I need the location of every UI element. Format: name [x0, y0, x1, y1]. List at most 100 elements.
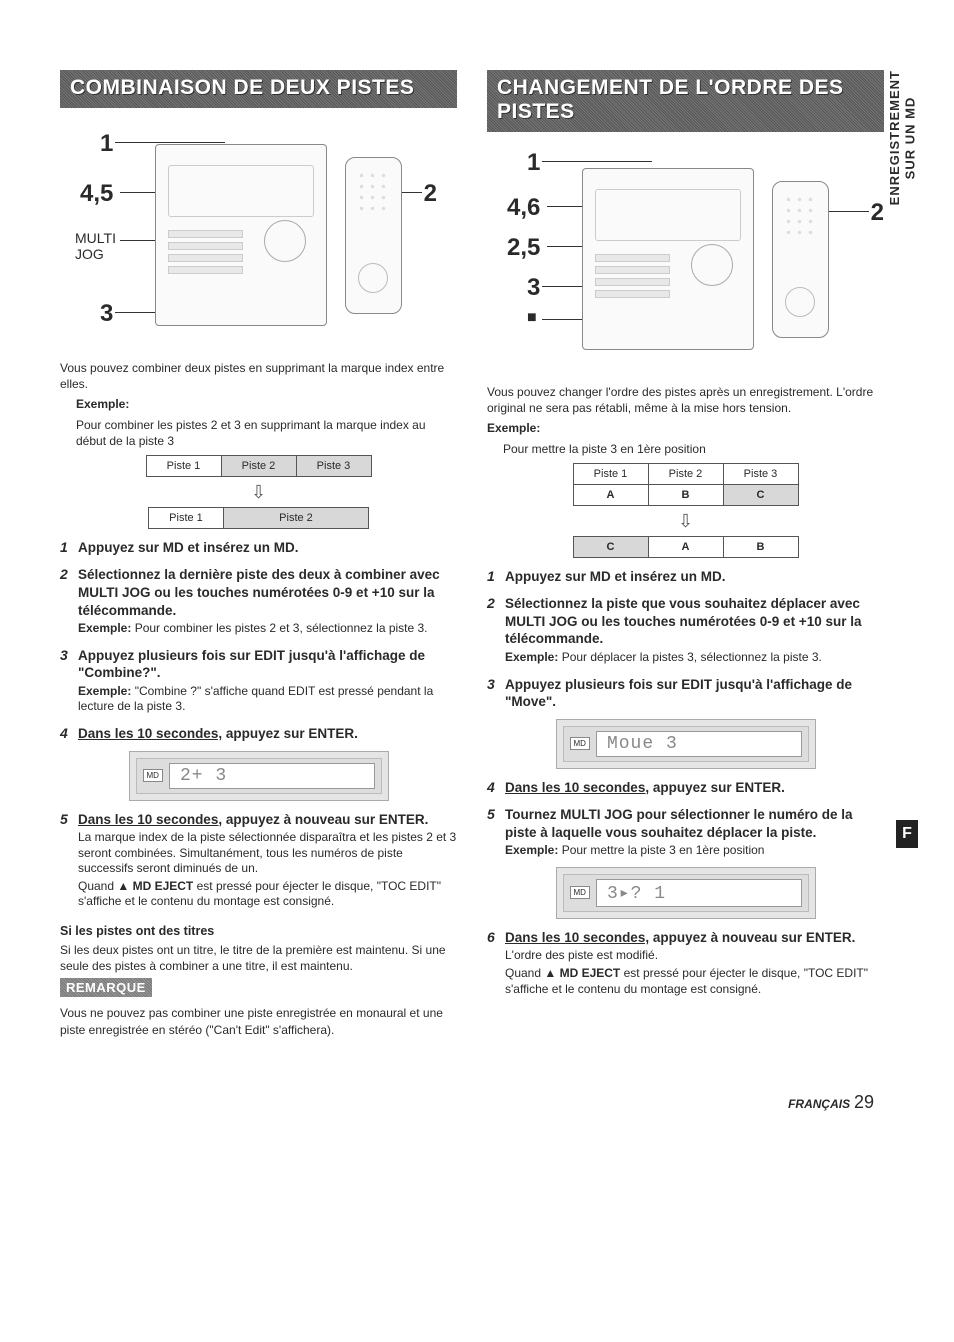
step-number: 1 — [487, 568, 499, 586]
callout-jog: JOG — [75, 246, 104, 262]
callout-2: 2 — [871, 199, 884, 227]
stereo-illustration — [582, 168, 754, 350]
table-cell: B — [648, 484, 723, 505]
step-title: Appuyez plusieurs fois sur EDIT jusqu'à … — [505, 676, 884, 711]
step-note: Quand ▲ MD EJECT est pressé pour éjecter… — [505, 966, 884, 997]
step-note: L'ordre des piste est modifié. — [505, 948, 884, 964]
step-title: Sélectionnez la piste que vous souhaitez… — [505, 595, 884, 648]
callout-multi: MULTI — [75, 230, 116, 246]
step-4: 4 Dans les 10 secondes, appuyez sur ENTE… — [487, 779, 884, 797]
lcd-text: 3▸? 1 — [596, 879, 802, 907]
callout-3: 3 — [527, 274, 540, 302]
footer-page: 29 — [854, 1092, 874, 1112]
right-intro: Vous pouvez changer l'ordre des pistes a… — [487, 384, 884, 416]
right-column: CHANGEMENT DE L'ORDRE DES PISTES 1 4,6 2… — [487, 70, 914, 1042]
step-title: Dans les 10 secondes, appuyez sur ENTER. — [505, 779, 884, 797]
callout-45: 4,5 — [80, 180, 113, 208]
step-number: 6 — [487, 929, 499, 997]
step-note: Exemple: Pour mettre la piste 3 en 1ère … — [505, 843, 884, 859]
step-title: Dans les 10 secondes, appuyez sur ENTER. — [78, 725, 457, 743]
right-banner: CHANGEMENT DE L'ORDRE DES PISTES — [487, 70, 884, 132]
step-number: 3 — [487, 676, 499, 711]
lcd-display-pos: MD 3▸? 1 — [556, 867, 816, 919]
table-cell: Piste 2 — [224, 507, 369, 528]
footer-lang: FRANÇAIS — [788, 1097, 850, 1111]
left-intro: Vous pouvez combiner deux pistes en supp… — [60, 360, 457, 392]
callout-3: 3 — [100, 300, 113, 328]
right-diagram: 1 4,6 2,5 3 ■ 2 — [487, 144, 884, 374]
step-number: 1 — [60, 539, 72, 557]
lcd-text: Moue 3 — [596, 731, 802, 757]
remarque-banner: REMARQUE — [60, 978, 152, 997]
table-cell: Piste 3 — [723, 463, 798, 484]
table-cell: Piste 2 — [648, 463, 723, 484]
table-cell: A — [648, 536, 723, 557]
left-diagram: 1 4,5 MULTI JOG 3 2 — [60, 120, 457, 350]
step-number: 2 — [487, 595, 499, 665]
titres-heading: Si les pistes ont des titres — [60, 924, 457, 938]
page: ENREGISTREMENT SUR UN MD F COMBINAISON D… — [0, 0, 954, 1153]
step-title: Dans les 10 secondes, appuyez à nouveau … — [78, 811, 457, 829]
step-title: Appuyez sur MD et insérez un MD. — [505, 568, 884, 586]
step-number: 5 — [60, 811, 72, 911]
step-note: Exemple: "Combine ?" s'affiche quand EDI… — [78, 684, 457, 715]
exemple-label: Exemple: — [487, 420, 884, 436]
table-cell: C — [573, 536, 648, 557]
step-2: 2 Sélectionnez la piste que vous souhait… — [487, 595, 884, 665]
step-5: 5 Tournez MULTI JOG pour sélectionner le… — [487, 806, 884, 859]
arrow-down-icon: ⇩ — [487, 512, 884, 530]
left-column: COMBINAISON DE DEUX PISTES 1 4,5 MULTI J… — [60, 70, 457, 1042]
footer: FRANÇAIS 29 — [60, 1092, 914, 1113]
table-cell: B — [723, 536, 798, 557]
step-number: 4 — [487, 779, 499, 797]
step-6: 6 Dans les 10 secondes, appuyez à nouvea… — [487, 929, 884, 997]
step-4: 4 Dans les 10 secondes, appuyez sur ENTE… — [60, 725, 457, 743]
table-cell: C — [723, 484, 798, 505]
step-title: Appuyez plusieurs fois sur EDIT jusqu'à … — [78, 647, 457, 682]
piste-table-after: Piste 1 Piste 2 — [148, 507, 369, 529]
section-tab: ENREGISTREMENT SUR UN MD — [887, 70, 918, 205]
step-title: Appuyez sur MD et insérez un MD. — [78, 539, 457, 557]
section-sub: SUR UN MD — [902, 96, 917, 179]
step-number: 4 — [60, 725, 72, 743]
callout-1: 1 — [100, 130, 113, 158]
section-label: ENREGISTREMENT — [887, 70, 902, 205]
step-note: La marque index de la piste sélectionnée… — [78, 830, 457, 877]
md-badge: MD — [570, 737, 590, 750]
step-note: Quand ▲ MD EJECT est pressé pour éjecter… — [78, 879, 457, 910]
arrow-down-icon: ⇩ — [60, 483, 457, 501]
callout-2: 2 — [424, 180, 437, 208]
exemple-text: Pour mettre la piste 3 en 1ère position — [487, 441, 884, 457]
left-banner: COMBINAISON DE DEUX PISTES — [60, 70, 457, 108]
table-cell: Piste 1 — [149, 507, 224, 528]
step-number: 3 — [60, 647, 72, 715]
titres-body: Si les deux pistes ont un titre, le titr… — [60, 942, 457, 974]
exemple-text: Pour combiner les pistes 2 et 3 en suppr… — [60, 417, 457, 449]
step-title: Sélectionnez la dernière piste des deux … — [78, 566, 457, 619]
step-2: 2 Sélectionnez la dernière piste des deu… — [60, 566, 457, 636]
md-badge: MD — [143, 769, 163, 782]
remote-illustration — [772, 181, 829, 338]
remarque-body: Vous ne pouvez pas combiner une piste en… — [60, 1005, 457, 1037]
callout-46: 4,6 — [507, 194, 540, 222]
stereo-illustration — [155, 144, 327, 326]
exemple-label: Exemple: — [60, 396, 457, 412]
callout-stop: ■ — [527, 309, 537, 327]
step-note: Exemple: Pour combiner les pistes 2 et 3… — [78, 621, 457, 637]
table-cell: A — [573, 484, 648, 505]
step-number: 2 — [60, 566, 72, 636]
step-title: Dans les 10 secondes, appuyez à nouveau … — [505, 929, 884, 947]
language-tab: F — [896, 820, 918, 848]
piste-table-before: Piste 1 Piste 2 Piste 3 — [146, 455, 372, 477]
md-badge: MD — [570, 886, 590, 899]
step-3: 3 Appuyez plusieurs fois sur EDIT jusqu'… — [487, 676, 884, 711]
step-5: 5 Dans les 10 secondes, appuyez à nouvea… — [60, 811, 457, 911]
step-1: 1 Appuyez sur MD et insérez un MD. — [60, 539, 457, 557]
step-number: 5 — [487, 806, 499, 859]
step-1: 1 Appuyez sur MD et insérez un MD. — [487, 568, 884, 586]
callout-25: 2,5 — [507, 234, 540, 262]
callout-1: 1 — [527, 149, 540, 177]
step-3: 3 Appuyez plusieurs fois sur EDIT jusqu'… — [60, 647, 457, 715]
lcd-display-move: MD Moue 3 — [556, 719, 816, 769]
piste-table-before: Piste 1 Piste 2 Piste 3 A B C — [573, 463, 799, 506]
